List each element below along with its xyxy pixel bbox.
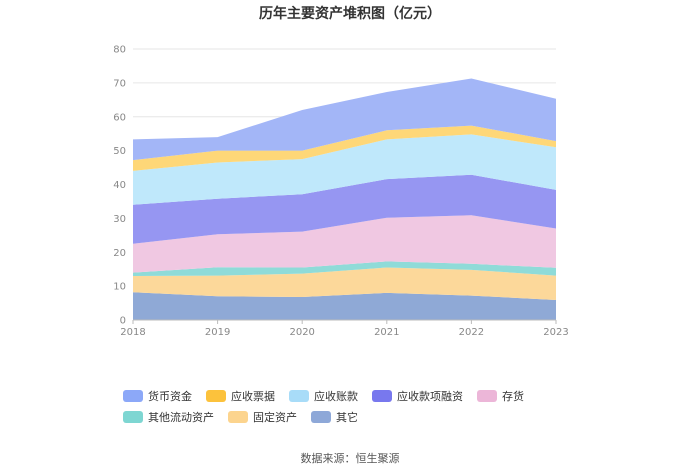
data-source: 数据来源：恒生聚源 — [300, 452, 400, 465]
legend-swatch-icon — [311, 410, 331, 423]
legend-item-5[interactable]: 其他流动资产 — [123, 410, 214, 424]
area-series-5[interactable] — [133, 134, 556, 205]
legend-item-2[interactable]: 应收账款 — [289, 389, 358, 403]
area-series-2[interactable] — [133, 261, 556, 276]
legend-item-1[interactable]: 应收票据 — [206, 389, 275, 403]
legend-label: 货币资金 — [148, 389, 192, 403]
y-tick-label: 20 — [113, 248, 126, 259]
legend-label: 固定资产 — [253, 410, 297, 424]
y-tick-label: 70 — [113, 78, 126, 89]
y-tick-label: 40 — [113, 180, 126, 191]
legend-label: 其它 — [336, 410, 358, 424]
legend-label: 应收款项融资 — [397, 389, 463, 403]
legend-swatch-icon — [123, 410, 143, 423]
y-tick-label: 50 — [113, 146, 126, 157]
area-series-6[interactable] — [133, 125, 556, 171]
legend-swatch-icon — [228, 410, 248, 423]
legend-swatch-icon — [289, 389, 309, 402]
area-series-3[interactable] — [133, 215, 556, 273]
stacked-area-chart: 0 10 20 30 40 50 60 70 80 2018 2019 2020 2021 2022 202… — [113, 45, 568, 339]
area-series-1[interactable] — [133, 267, 556, 301]
x-tick-label: 2020 — [289, 327, 314, 338]
chart-title: 历年主要资产堆积图（亿元） — [259, 6, 441, 22]
x-tick-label: 2023 — [543, 327, 568, 338]
area-series-0[interactable] — [133, 292, 556, 320]
legend-swatch-icon — [372, 389, 392, 402]
legend-item-3[interactable]: 应收款项融资 — [372, 389, 463, 403]
legend-item-4[interactable]: 存货 — [477, 389, 524, 403]
y-tick-label: 80 — [113, 45, 126, 56]
area-series-7[interactable] — [133, 78, 556, 161]
x-tick-label: 2021 — [374, 327, 399, 338]
y-tick-label: 10 — [113, 282, 126, 293]
area-series-4[interactable] — [133, 174, 556, 244]
legend-label: 其他流动资产 — [148, 410, 214, 424]
legend-label: 应收账款 — [314, 389, 358, 403]
x-tick-label: 2019 — [205, 327, 230, 338]
legend-item-6[interactable]: 固定资产 — [228, 410, 297, 424]
y-tick-label: 30 — [113, 214, 126, 225]
y-tick-label: 0 — [120, 316, 126, 327]
y-tick-label: 60 — [113, 112, 126, 123]
legend-label: 应收票据 — [231, 389, 275, 403]
legend-swatch-icon — [123, 389, 143, 402]
legend-label: 存货 — [502, 389, 524, 403]
legend-swatch-icon — [477, 389, 497, 402]
legend-item-0[interactable]: 货币资金 — [123, 389, 192, 403]
chart-legend: 货币资金 应收票据 应收账款 应收款项融资 存货 其他流动资产 固定资产 其它 — [123, 389, 603, 424]
legend-item-7[interactable]: 其它 — [311, 410, 358, 424]
x-tick-label: 2018 — [120, 327, 145, 338]
legend-swatch-icon — [206, 389, 226, 402]
x-tick-label: 2022 — [459, 327, 484, 338]
